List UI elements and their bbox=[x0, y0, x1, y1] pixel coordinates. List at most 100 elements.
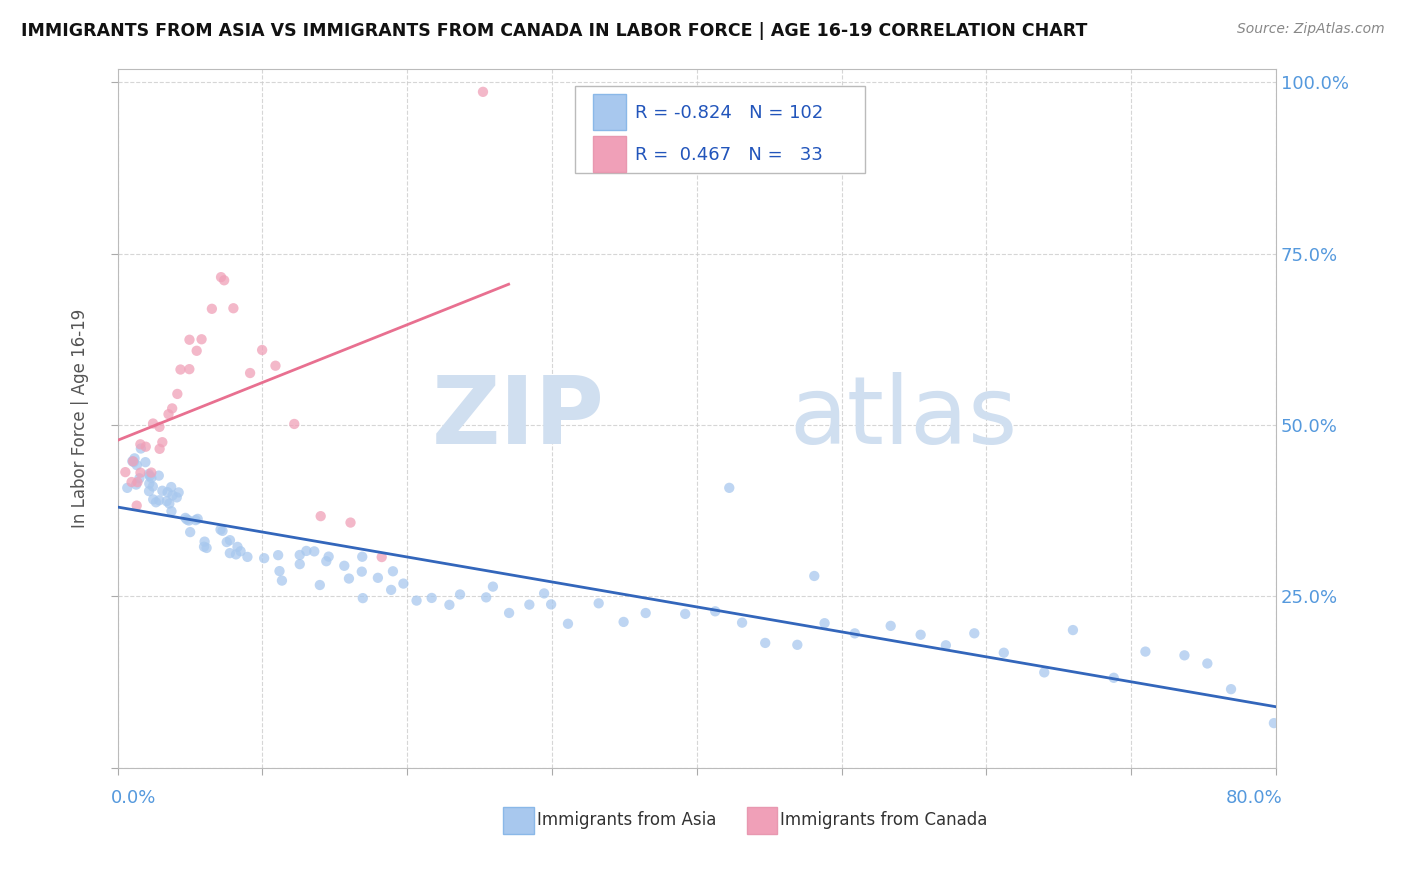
Point bbox=[145, 495, 167, 509]
Point bbox=[288, 557, 311, 571]
Point bbox=[993, 646, 1015, 660]
Point bbox=[219, 533, 242, 548]
Point bbox=[156, 485, 179, 500]
Point bbox=[613, 615, 636, 629]
Point bbox=[271, 574, 294, 588]
Point bbox=[148, 493, 170, 508]
Point bbox=[229, 544, 252, 558]
Point bbox=[157, 497, 180, 511]
Point bbox=[186, 343, 208, 358]
Point bbox=[844, 626, 866, 640]
Point bbox=[160, 480, 183, 494]
Point bbox=[215, 535, 238, 549]
Point bbox=[1102, 671, 1125, 685]
Point bbox=[236, 549, 259, 564]
Point bbox=[128, 471, 150, 485]
Text: Immigrants from Asia: Immigrants from Asia bbox=[537, 812, 717, 830]
Point bbox=[673, 607, 696, 621]
Point bbox=[195, 541, 218, 555]
Point bbox=[475, 591, 498, 605]
Point bbox=[122, 455, 145, 469]
Point bbox=[127, 475, 149, 490]
Point bbox=[176, 512, 198, 526]
Point bbox=[114, 465, 136, 479]
Point bbox=[1062, 623, 1084, 637]
Point bbox=[141, 471, 163, 485]
Point bbox=[269, 564, 291, 578]
Point bbox=[420, 591, 443, 605]
Point bbox=[129, 442, 152, 456]
Point bbox=[250, 343, 273, 357]
Point bbox=[138, 476, 160, 491]
Point bbox=[963, 626, 986, 640]
Point bbox=[283, 417, 305, 431]
Point bbox=[304, 544, 326, 558]
FancyBboxPatch shape bbox=[503, 807, 533, 833]
Point bbox=[337, 572, 360, 586]
Point bbox=[315, 554, 337, 568]
FancyBboxPatch shape bbox=[747, 807, 776, 833]
FancyBboxPatch shape bbox=[592, 136, 626, 172]
Point bbox=[352, 591, 374, 606]
Point bbox=[225, 547, 247, 561]
Point bbox=[148, 420, 170, 434]
Point bbox=[150, 435, 173, 450]
Point bbox=[295, 544, 318, 558]
Point bbox=[124, 451, 146, 466]
Point bbox=[184, 513, 207, 527]
Point bbox=[166, 387, 188, 401]
Point bbox=[193, 540, 215, 554]
Point bbox=[803, 569, 825, 583]
Point bbox=[370, 550, 392, 565]
Point bbox=[879, 619, 901, 633]
Point bbox=[212, 273, 235, 287]
Point bbox=[380, 582, 402, 597]
Point bbox=[134, 455, 156, 469]
Point bbox=[392, 576, 415, 591]
Point bbox=[187, 512, 209, 526]
Text: Source: ZipAtlas.com: Source: ZipAtlas.com bbox=[1237, 22, 1385, 37]
Point bbox=[239, 366, 262, 380]
Y-axis label: In Labor Force | Age 16-19: In Labor Force | Age 16-19 bbox=[72, 309, 89, 528]
Point bbox=[557, 616, 579, 631]
Point bbox=[138, 469, 160, 483]
Point bbox=[910, 628, 932, 642]
Point bbox=[405, 593, 427, 607]
Point bbox=[731, 615, 754, 630]
Text: ZIP: ZIP bbox=[432, 372, 605, 464]
Point bbox=[157, 407, 180, 421]
Text: R =  0.467   N =   33: R = 0.467 N = 33 bbox=[636, 145, 824, 163]
Point bbox=[160, 401, 183, 416]
Point bbox=[117, 481, 139, 495]
Point bbox=[179, 362, 201, 376]
Point bbox=[201, 301, 224, 316]
Point bbox=[333, 558, 356, 573]
Point bbox=[288, 548, 311, 562]
Point bbox=[1135, 644, 1157, 658]
Point bbox=[935, 638, 957, 652]
Point bbox=[498, 606, 520, 620]
Point bbox=[166, 491, 188, 505]
Point bbox=[318, 549, 340, 564]
Text: 80.0%: 80.0% bbox=[1226, 789, 1282, 806]
Point bbox=[588, 596, 610, 610]
Point bbox=[381, 564, 404, 578]
Point bbox=[517, 598, 540, 612]
Point bbox=[190, 332, 212, 346]
Point bbox=[129, 466, 152, 480]
Point bbox=[813, 616, 835, 631]
Point bbox=[194, 534, 217, 549]
Text: IMMIGRANTS FROM ASIA VS IMMIGRANTS FROM CANADA IN LABOR FORCE | AGE 16-19 CORREL: IMMIGRANTS FROM ASIA VS IMMIGRANTS FROM … bbox=[21, 22, 1087, 40]
Point bbox=[142, 417, 165, 431]
Text: R = -0.824   N = 102: R = -0.824 N = 102 bbox=[636, 103, 824, 121]
Point bbox=[1173, 648, 1195, 663]
Point bbox=[704, 604, 727, 618]
Point bbox=[129, 437, 152, 451]
Point bbox=[150, 483, 173, 498]
Point bbox=[350, 565, 373, 579]
Point bbox=[718, 481, 741, 495]
Point bbox=[540, 598, 562, 612]
Point bbox=[253, 551, 276, 566]
Point bbox=[179, 333, 201, 347]
Point bbox=[162, 488, 184, 502]
